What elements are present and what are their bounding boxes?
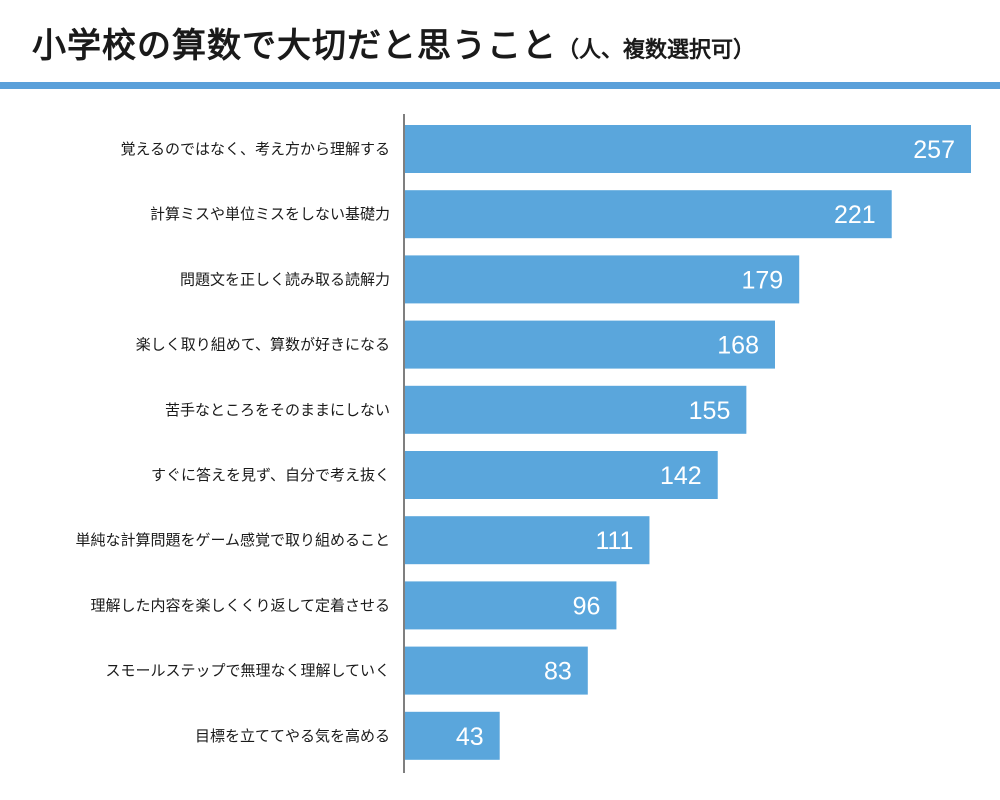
value-label: 155 [689, 397, 731, 425]
value-label: 257 [913, 136, 955, 164]
value-label: 96 [573, 592, 601, 620]
category-label: 理解した内容を楽しくくり返して定着させる [90, 596, 390, 614]
category-label: 苦手なところをそのままにしない [165, 401, 390, 419]
bar [405, 516, 650, 565]
bar-group: 覚えるのではなく、考え方から理解する 257 [120, 125, 971, 173]
category-label: 楽しく取り組めて、算数が好きになる [136, 336, 390, 354]
title-area: 小学校の算数で大切だと思うこと（人、複数選択可） [0, 0, 1000, 89]
bar-group: 計算ミスや単位ミスをしない基礎力 221 [150, 190, 892, 239]
bar-group: 苦手なところをそのままにしない 155 [165, 385, 747, 434]
value-label: 179 [741, 266, 783, 294]
category-label: 問題文を正しく読み取る読解力 [180, 270, 390, 288]
bar-group: すぐに答えを見ず、自分で考え抜く 142 [151, 451, 718, 499]
value-label: 83 [544, 658, 572, 686]
bar [405, 581, 617, 630]
chart-title-main: 小学校の算数で大切だと思うこと [32, 26, 557, 66]
title-underline [0, 82, 1000, 89]
bar-group: 楽しく取り組めて、算数が好きになる 168 [136, 320, 775, 369]
bar [405, 190, 892, 239]
category-label: 計算ミスや単位ミスをしない基礎力 [150, 205, 390, 223]
category-label: すぐに答えを見ず、自分で考え抜く [151, 466, 390, 484]
category-label: 覚えるのではなく、考え方から理解する [120, 140, 390, 158]
bar [405, 385, 747, 434]
chart-subtitle: （人、複数選択可） [557, 38, 756, 63]
category-label: 単純な計算問題をゲーム感覚で取り組めること [75, 531, 390, 549]
bar-group: 問題文を正しく読み取る読解力 179 [180, 255, 800, 304]
bar-group: 単純な計算問題をゲーム感覚で取り組めること 111 [75, 516, 650, 565]
bar [405, 255, 800, 304]
bar-group: 理解した内容を楽しくくり返して定着させる 96 [90, 581, 617, 630]
bar-group: スモールステップで無理なく理解していく 83 [105, 646, 588, 695]
bar [405, 320, 775, 369]
bar [405, 646, 588, 695]
category-label: 目標を立ててやる気を高める [195, 727, 390, 745]
value-label: 142 [660, 462, 702, 490]
bar-chart: 覚えるのではなく、考え方から理解する 257 計算ミスや単位ミスをしない基礎力 221… [75, 114, 971, 773]
bar-group: 目標を立ててやる気を高める 43 [195, 711, 500, 760]
bar [405, 451, 718, 499]
bar [405, 711, 500, 760]
category-label: スモールステップで無理なく理解していく [105, 662, 390, 680]
value-label: 168 [717, 332, 759, 360]
chart-title: 小学校の算数で大切だと思うこと（人、複数選択可） [32, 18, 755, 67]
value-label: 111 [595, 527, 633, 555]
bar [405, 125, 971, 173]
value-label: 43 [456, 723, 484, 751]
value-label: 221 [834, 201, 876, 229]
